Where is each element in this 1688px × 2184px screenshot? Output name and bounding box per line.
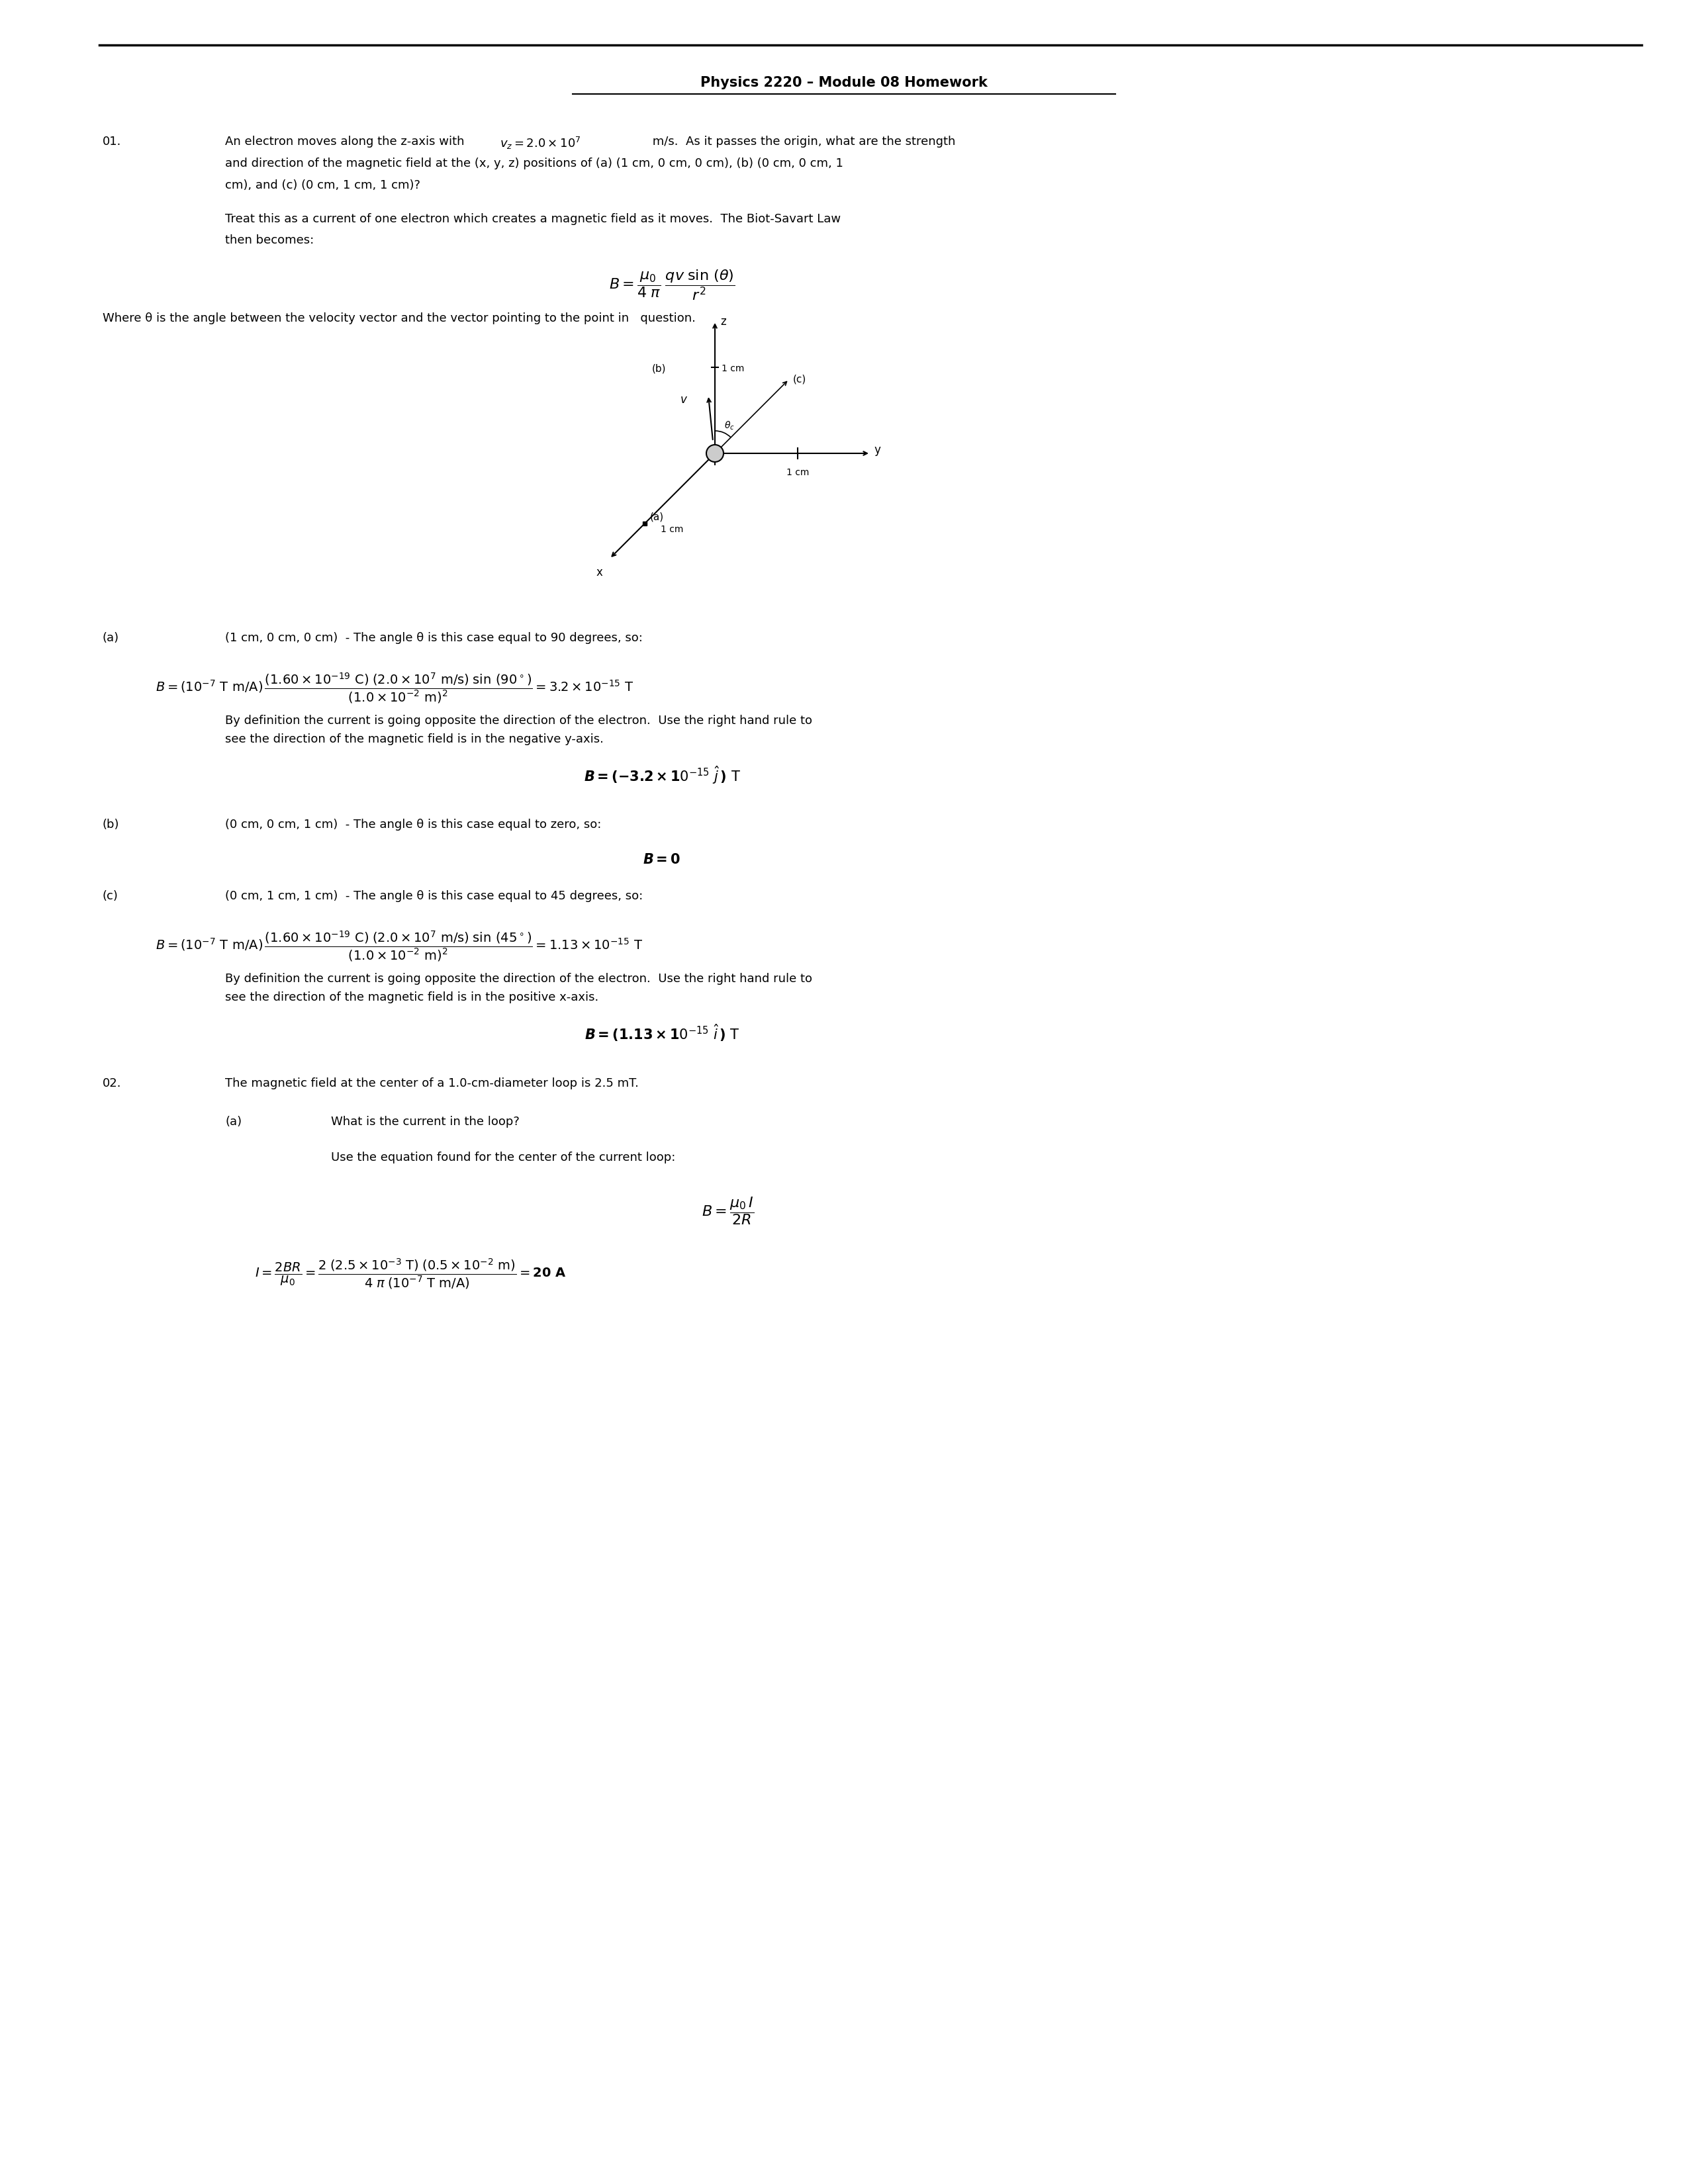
Text: $B = \dfrac{\mu_0\, I}{2R}$: $B = \dfrac{\mu_0\, I}{2R}$: [702, 1195, 755, 1225]
Text: and direction of the magnetic field at the (x, y, z) positions of (a) (1 cm, 0 c: and direction of the magnetic field at t…: [225, 157, 844, 170]
Text: $B = (10^{-7}\ \mathrm{T\ m/A})\,\dfrac{(1.60 \times 10^{-19}\ \mathrm{C})\;(2.0: $B = (10^{-7}\ \mathrm{T\ m/A})\,\dfrac{…: [155, 673, 635, 705]
Text: $v_z = 2.0 \times 10^7$: $v_z = 2.0 \times 10^7$: [500, 135, 581, 151]
Text: v: v: [680, 393, 687, 406]
Text: $\boldsymbol{B = 0}$: $\boldsymbol{B = 0}$: [643, 854, 680, 867]
Text: $\boldsymbol{B = (-3.2 \times 10^{-15}\ \hat{j}\,)\ \mathrm{T}}$: $\boldsymbol{B = (-3.2 \times 10^{-15}\ …: [584, 764, 741, 786]
Text: 1 cm: 1 cm: [787, 467, 809, 476]
Text: (c): (c): [793, 373, 807, 384]
Text: see the direction of the magnetic field is in the negative y-axis.: see the direction of the magnetic field …: [225, 734, 604, 745]
Text: m/s.  As it passes the origin, what are the strength: m/s. As it passes the origin, what are t…: [648, 135, 955, 149]
Text: Where θ is the angle between the velocity vector and the vector pointing to the : Where θ is the angle between the velocit…: [103, 312, 695, 323]
Text: (0 cm, 0 cm, 1 cm)  - The angle θ is this case equal to zero, so:: (0 cm, 0 cm, 1 cm) - The angle θ is this…: [225, 819, 601, 830]
Text: $\theta_c$: $\theta_c$: [724, 419, 734, 432]
Text: then becomes:: then becomes:: [225, 234, 314, 247]
Circle shape: [706, 446, 724, 463]
Text: y: y: [874, 443, 881, 456]
Text: (0 cm, 1 cm, 1 cm)  - The angle θ is this case equal to 45 degrees, so:: (0 cm, 1 cm, 1 cm) - The angle θ is this…: [225, 891, 643, 902]
Text: (b): (b): [103, 819, 120, 830]
Text: $I = \dfrac{2BR}{\mu_0} = \dfrac{2\;(2.5 \times 10^{-3}\ \mathrm{T})\;(0.5 \time: $I = \dfrac{2BR}{\mu_0} = \dfrac{2\;(2.5…: [255, 1258, 565, 1291]
Text: 1 cm: 1 cm: [660, 524, 684, 535]
Text: (a): (a): [225, 1116, 241, 1127]
Text: Treat this as a current of one electron which creates a magnetic field as it mov: Treat this as a current of one electron …: [225, 214, 841, 225]
Text: $\boldsymbol{B = (1.13 \times 10^{-15}\ \hat{i}\,)\ \mathrm{T}}$: $\boldsymbol{B = (1.13 \times 10^{-15}\ …: [584, 1022, 739, 1042]
Text: (c): (c): [103, 891, 118, 902]
Text: $B = \dfrac{\mu_0}{4\;\pi}\;\dfrac{qv\;\sin\,(\theta)}{r^2}$: $B = \dfrac{\mu_0}{4\;\pi}\;\dfrac{qv\;\…: [609, 269, 734, 301]
Text: By definition the current is going opposite the direction of the electron.  Use : By definition the current is going oppos…: [225, 972, 812, 985]
Text: Use the equation found for the center of the current loop:: Use the equation found for the center of…: [331, 1151, 675, 1164]
Text: 1 cm: 1 cm: [721, 365, 744, 373]
Text: 02.: 02.: [103, 1077, 122, 1090]
Text: What is the current in the loop?: What is the current in the loop?: [331, 1116, 520, 1127]
Text: (1 cm, 0 cm, 0 cm)  - The angle θ is this case equal to 90 degrees, so:: (1 cm, 0 cm, 0 cm) - The angle θ is this…: [225, 631, 643, 644]
Text: Physics 2220 – Module 08 Homework: Physics 2220 – Module 08 Homework: [701, 76, 987, 90]
Text: x: x: [596, 566, 603, 579]
Text: 01.: 01.: [103, 135, 122, 149]
Text: The magnetic field at the center of a 1.0-cm-diameter loop is 2.5 mT.: The magnetic field at the center of a 1.…: [225, 1077, 638, 1090]
Text: By definition the current is going opposite the direction of the electron.  Use : By definition the current is going oppos…: [225, 714, 812, 727]
Text: z: z: [721, 317, 726, 328]
Text: (a): (a): [650, 511, 663, 522]
Text: An electron moves along the z-axis with: An electron moves along the z-axis with: [225, 135, 468, 149]
Text: see the direction of the magnetic field is in the positive x-axis.: see the direction of the magnetic field …: [225, 992, 599, 1002]
Text: cm), and (c) (0 cm, 1 cm, 1 cm)?: cm), and (c) (0 cm, 1 cm, 1 cm)?: [225, 179, 420, 192]
Text: $B = (10^{-7}\ \mathrm{T\ m/A})\,\dfrac{(1.60 \times 10^{-19}\ \mathrm{C})\;(2.0: $B = (10^{-7}\ \mathrm{T\ m/A})\,\dfrac{…: [155, 930, 643, 963]
Text: (a): (a): [103, 631, 120, 644]
Text: (b): (b): [652, 365, 667, 373]
